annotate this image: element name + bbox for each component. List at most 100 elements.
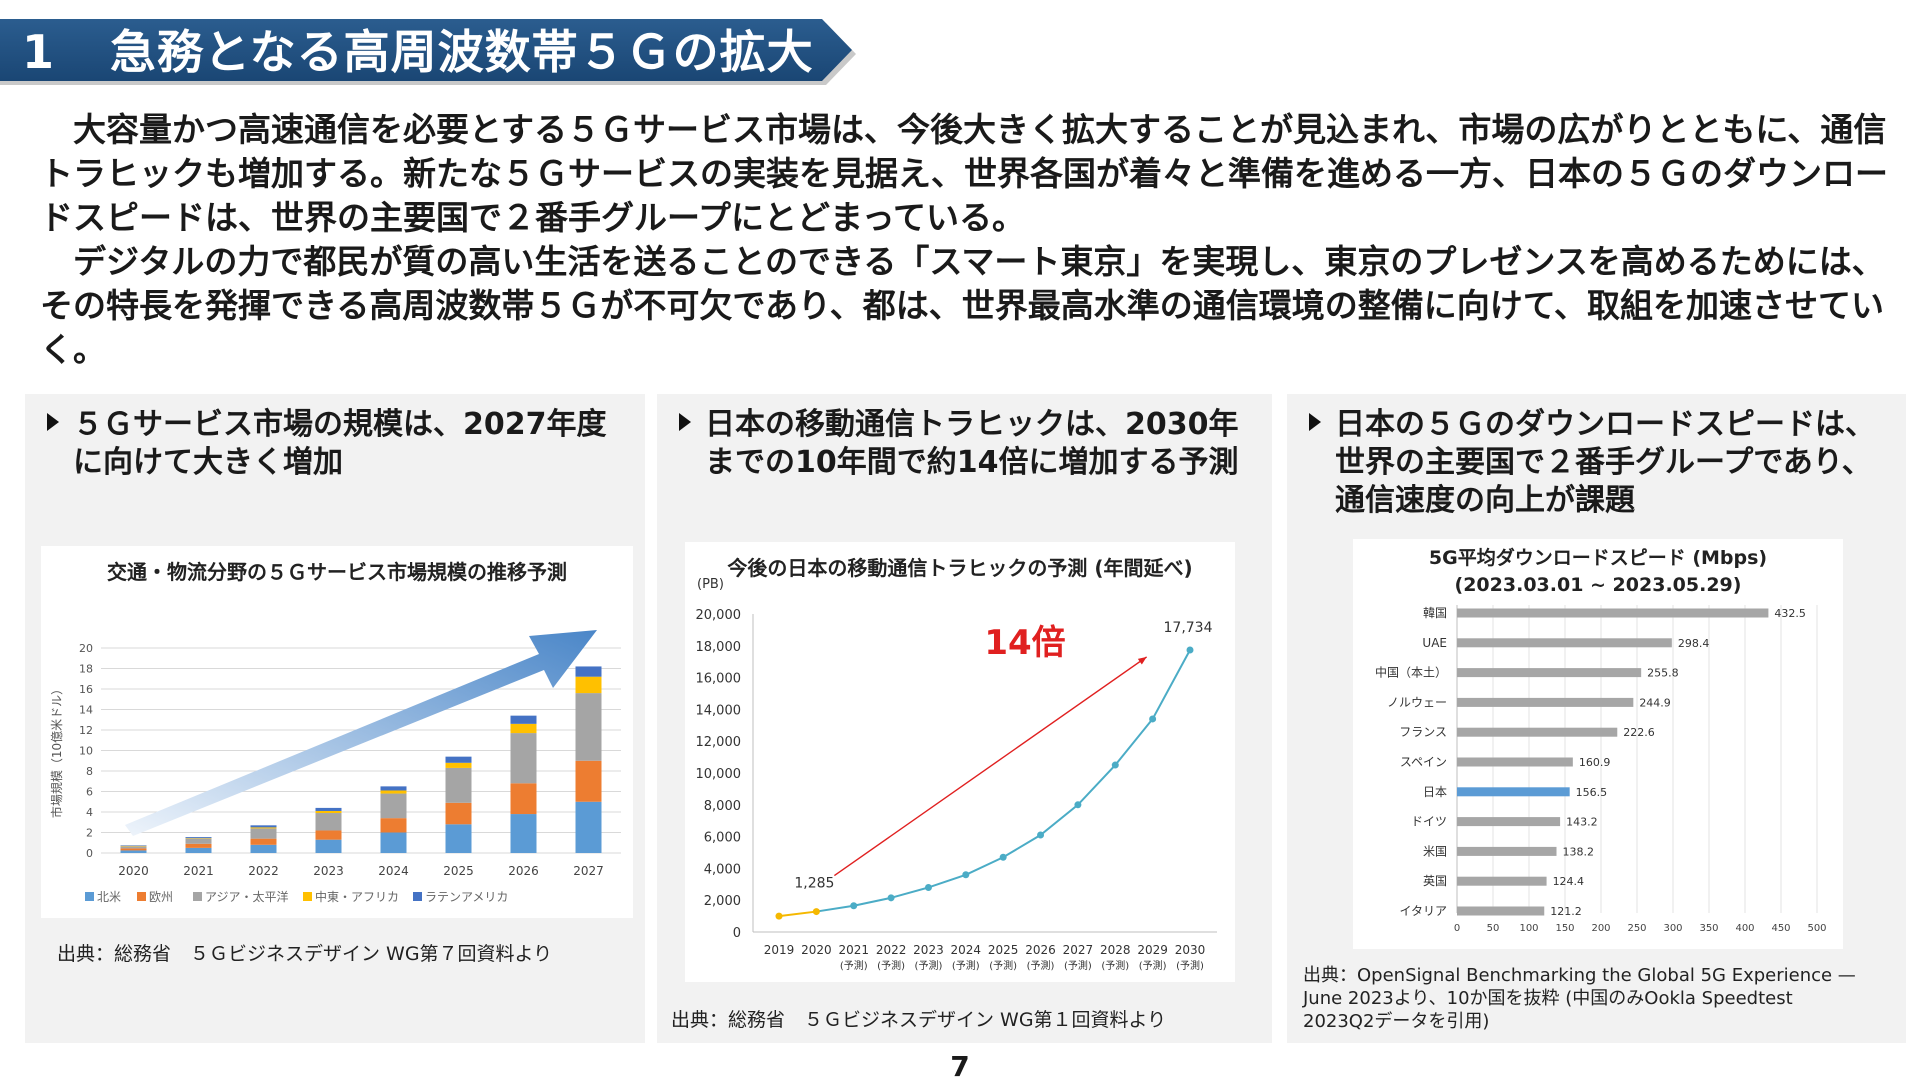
x-tick-label: 2022 (248, 864, 279, 878)
x-tick-label: 2021 (838, 943, 869, 957)
intro-text: 大容量かつ高速通信を必要とする５Ｇサービス市場は、今後大きく拡大することが見込ま… (40, 108, 1900, 372)
data-point (850, 902, 858, 910)
x-tick-label: 2028 (1100, 943, 1131, 957)
x-tick-label: 2023 (313, 864, 344, 878)
bar-segment (250, 844, 277, 853)
bar (1457, 787, 1570, 797)
bar (1457, 876, 1547, 886)
data-point (1186, 646, 1194, 654)
category-label: 韓国 (1423, 606, 1447, 620)
y-tick-label: 0 (733, 926, 741, 941)
y-tick-label: 20 (79, 642, 93, 655)
legend-label: ラテンアメリカ (425, 890, 508, 904)
x-tick-label: 2020 (801, 943, 832, 957)
source-line: June 2023より、10か国を抜粋 (中国のみOokla Speedtest (1303, 988, 1793, 1009)
data-point (1149, 715, 1157, 723)
bar-segment (185, 838, 212, 839)
page-title: 1 急務となる高周波数帯５Ｇの拡大 (22, 23, 814, 81)
bar-segment (120, 846, 147, 849)
market-size-chart: 0 2 4 6 8 10 12 14 16 18 20 市場規模（10億米ドル） 2020 2021 202… (49, 630, 621, 904)
bar-segment (315, 807, 342, 811)
bar-segment (510, 733, 537, 784)
legend-swatch (85, 892, 94, 901)
heading-line: 日本の５Ｇのダウンロードスピードは、 (1335, 407, 1875, 442)
traffic-forecast-chart: (PB) 0 2,000 4,000 6,000 8,000 10,000 12,000 14,… (696, 577, 1217, 972)
y-tick-label: 2 (86, 827, 93, 840)
heading-line: までの10年間で約14倍に増加する予測 (705, 445, 1239, 480)
x-tick-label: 2026 (508, 864, 539, 878)
growth-arrow (125, 630, 597, 836)
legend-label: 北米 (97, 890, 121, 904)
chart-title-line: 5G平均ダウンロードスピード (Mbps) (1428, 547, 1768, 569)
bar-segment (510, 723, 537, 734)
x-tick-label: 2023 (913, 943, 944, 957)
bar-segment (120, 848, 147, 851)
y-tick-label: 18,000 (696, 640, 742, 655)
category-label: 中国（本土） (1375, 665, 1447, 680)
panel-heading: 日本の５Ｇのダウンロードスピードは、 世界の主要国で２番手グループであり、 通信… (1309, 406, 1875, 520)
value-label: 124.4 (1553, 875, 1585, 888)
bar-segment (315, 810, 342, 814)
legend-swatch (193, 892, 202, 901)
growth-annotation: 14倍 (984, 623, 1065, 663)
bar-segment (510, 783, 537, 815)
bar-segment (185, 838, 212, 844)
x-tick-sublabel: (予測) (1176, 959, 1204, 972)
x-tick-sublabel: (予測) (952, 959, 980, 972)
x-tick-label: 2024 (378, 864, 409, 878)
y-tick-label: 14 (79, 704, 93, 717)
bar-segment (120, 850, 147, 853)
category-label: イタリア (1399, 904, 1447, 918)
section-number: 1 (22, 25, 56, 79)
x-tick-label: 50 (1487, 923, 1500, 934)
data-point (1074, 801, 1082, 809)
y-tick-label: 18 (79, 663, 93, 676)
bar-segment (510, 814, 537, 853)
data-point (1111, 761, 1119, 769)
y-tick-label: 4,000 (704, 862, 741, 877)
x-tick-sublabel: (予測) (1064, 959, 1092, 972)
y-tick-label: 10,000 (696, 767, 742, 782)
y-tick-label: 4 (86, 806, 93, 819)
x-tick-sublabel: (予測) (1101, 959, 1129, 972)
heading-line: 日本の移動通信トラヒックは、2030年 (705, 407, 1239, 442)
x-tick-label: 2025 (988, 943, 1019, 957)
y-tick-label: 0 (86, 847, 93, 860)
trend-arrow-line (833, 656, 1148, 877)
category-label: UAE (1422, 636, 1447, 650)
legend-swatch (303, 892, 312, 901)
value-label: 121.2 (1550, 905, 1582, 918)
bar-segment (120, 845, 147, 846)
value-label: 222.6 (1623, 726, 1655, 739)
x-tick-label: 2026 (1025, 943, 1056, 957)
bar-segment (445, 824, 472, 853)
x-tick-label: 2022 (876, 943, 907, 957)
bar-segment (315, 830, 342, 840)
bar-segment (185, 847, 212, 853)
bar (1457, 757, 1573, 767)
triangle-bullet-icon (679, 413, 691, 431)
bar (1457, 668, 1642, 678)
y-tick-label: 10 (79, 745, 93, 758)
value-label: 298.4 (1678, 637, 1710, 650)
chart-title: 今後の日本の移動通信トラヒックの予測 (年間延べ) (727, 556, 1193, 580)
bar-segment (445, 802, 472, 825)
bar-segment (575, 801, 602, 853)
unit-label: (PB) (697, 577, 724, 592)
x-tick-label: 2029 (1137, 943, 1168, 957)
x-tick-label: 250 (1627, 923, 1646, 934)
chart-title: 交通・物流分野の５Ｇサービス市場規模の推移予測 (107, 560, 567, 584)
value-label: 244.9 (1639, 696, 1671, 709)
value-label: 156.5 (1576, 786, 1608, 799)
y-tick-label: 14,000 (696, 703, 742, 718)
heading-line: ５Ｇサービス市場の規模は、2027年度 (73, 407, 607, 442)
bar (1457, 608, 1769, 618)
intro-paragraph-1: 大容量かつ高速通信を必要とする５Ｇサービス市場は、今後大きく拡大することが見込ま… (40, 110, 1888, 237)
bar-segment (510, 715, 537, 724)
source-line: 出典：OpenSignal Benchmarking the Global 5G… (1303, 965, 1856, 986)
data-point (924, 883, 932, 891)
x-tick-label: 2019 (764, 943, 795, 957)
x-tick-label: 200 (1591, 923, 1610, 934)
x-tick-label: 100 (1519, 923, 1538, 934)
legend-swatch (137, 892, 146, 901)
